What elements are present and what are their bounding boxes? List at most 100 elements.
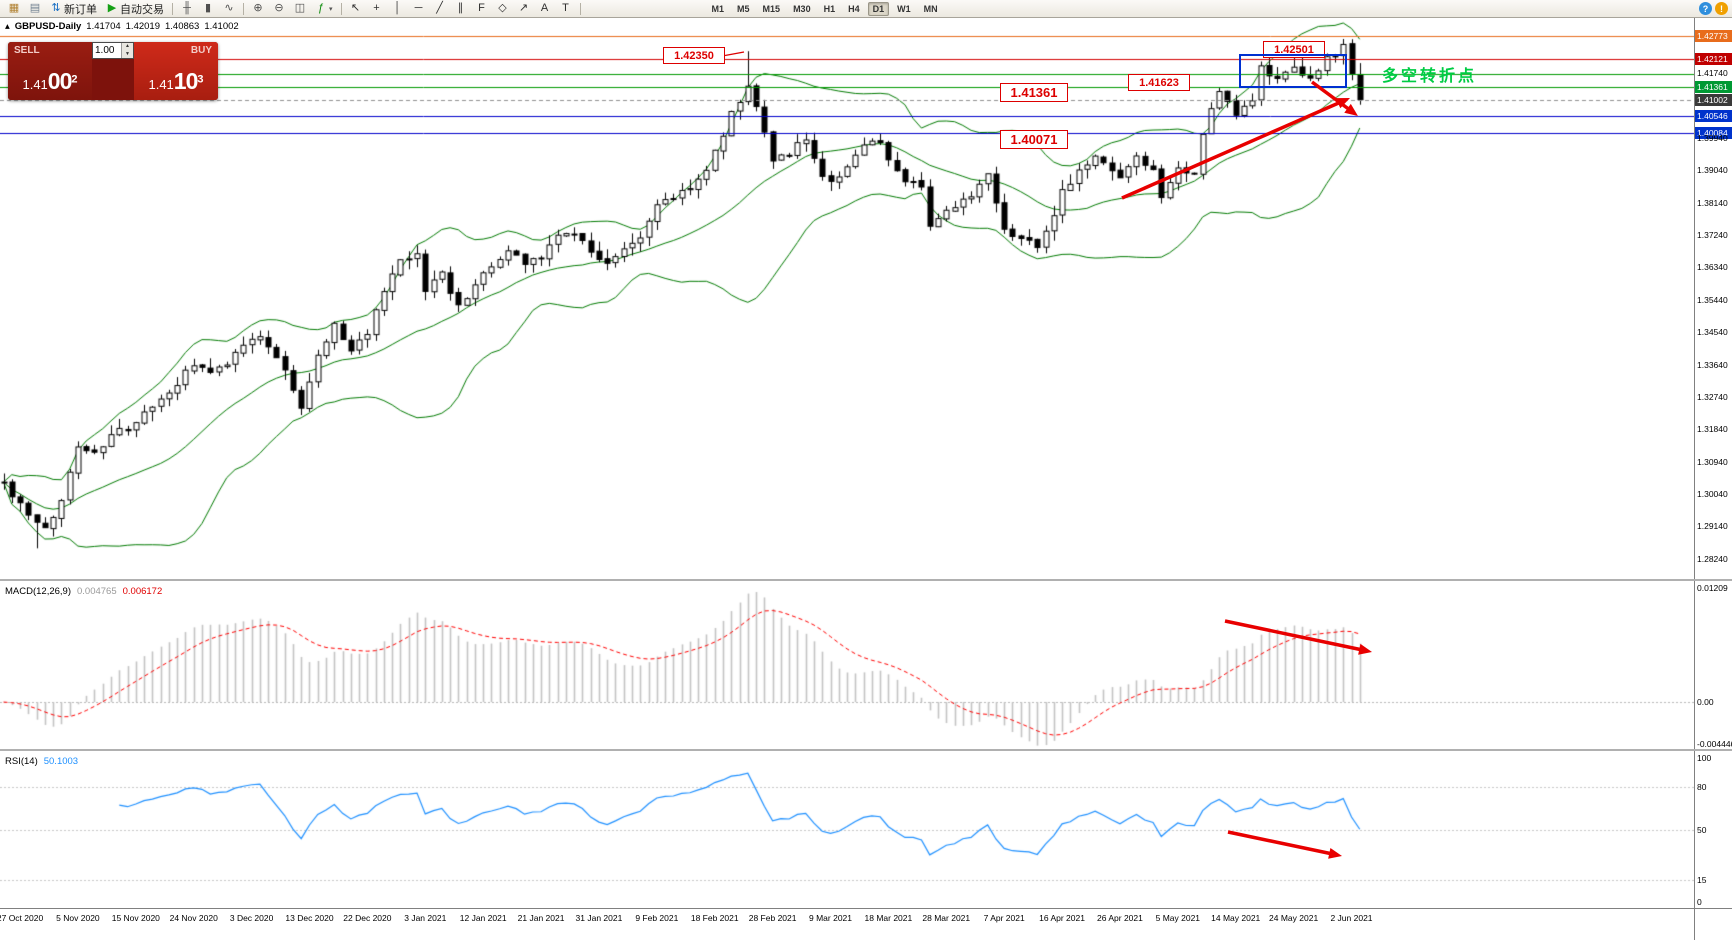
time-axis[interactable]: 27 Oct 2020 5 Nov 2020 15 Nov 2020 24 Nov 2… [0,909,1694,939]
toolbar-vertical-line-tool-button[interactable]: │ [388,0,408,17]
toolbar-tile-windows-button[interactable]: ◫ [290,0,310,17]
trendline-tool-icon: ╱ [436,2,443,14]
rsi-scale-label: 50 [1697,825,1707,835]
toolbar-label-tool-button[interactable]: T [556,0,576,17]
timeframe-m5-button[interactable]: M5 [737,3,750,14]
toolbar-arrows-tool-button[interactable]: ↗ [514,0,534,17]
toolbar-bars-mode-button[interactable]: ╫ [177,0,197,17]
date-label: 5 May 2021 [1155,913,1201,923]
rsi-value: 50.1003 [43,756,79,767]
macd-value-signal: 0.006172 [122,586,163,597]
toolbar-text-tool-button[interactable]: A [535,0,555,17]
toolbar-line-mode-button[interactable]: ∿ [219,0,239,17]
label-tool-icon: T [562,2,569,14]
toolbar-shapes-tool-button[interactable]: ◇ [493,0,513,17]
timeframe-m1-button[interactable]: M1 [711,3,725,14]
autotrading-icon: ▶ [107,2,117,14]
price-tag-1.40546: 1.40546 [1695,110,1732,123]
date-label: 28 Feb 2021 [748,913,797,923]
new-order-label: 新订单 [64,3,97,16]
date-label: 9 Mar 2021 [809,913,852,923]
toolbar-zoom-out-button[interactable]: ⊖ [269,0,289,17]
date-label: 24 Nov 2020 [169,913,218,923]
toolbar-profiles-button[interactable]: ▤ [25,0,45,17]
price-scale-label: 1.36340 [1697,262,1728,273]
price-scale-label: 1.41740 [1697,68,1728,79]
rsi-scale-label: 80 [1697,781,1707,792]
price-scale-label: 1.34540 [1697,327,1728,338]
candles-mode-icon: ▮ [204,2,212,14]
timeframe-mn-button[interactable]: MN [923,3,938,14]
price-scale-label: 1.38140 [1697,197,1728,208]
date-label: 27 Oct 2020 [0,913,44,923]
toolbar-new-order-button[interactable]: ⇅ 新订单 [46,0,101,17]
toolbar-cursor-button[interactable]: ↖ [346,0,366,17]
buy-label: BUY [190,45,212,56]
volume-input[interactable] [93,43,121,58]
toolbar-separator [579,2,581,15]
price-tag-1.41002: 1.41002 [1695,93,1732,106]
toolbar-fibonacci-tool-button[interactable]: F [472,0,492,17]
macd-chart-canvas[interactable] [0,582,1694,750]
price-tag-1.42773: 1.42773 [1695,30,1732,42]
toolbar-zoom-in-button[interactable]: ⊕ [248,0,268,17]
toolbar-new-chart-button[interactable]: ▦ [4,0,24,17]
rsi-chart-canvas[interactable] [0,752,1694,908]
price-scale-label: 1.29140 [1697,521,1728,532]
help-icon[interactable]: ? [1699,2,1712,15]
timeframe-m15-button[interactable]: M15 [762,3,781,14]
macd-scale-label: 0.01209 [1697,583,1728,593]
ohlc-open: 1.41704 [86,21,121,32]
toolbar-crosshair-button[interactable]: + [367,0,387,17]
date-label: 18 Mar 2021 [864,913,913,923]
volume-down-button[interactable]: ▼ [122,50,133,58]
sell-button[interactable]: SELL 1.41002 [8,42,92,100]
timeframe-h4-button[interactable]: H4 [848,3,860,14]
sell-price: 1.41002 [22,68,78,94]
channel-tool-icon: ∥ [457,2,464,14]
price-scale-label: 1.33640 [1697,359,1728,370]
buy-price: 1.41103 [148,68,204,94]
timeframe-h1-button[interactable]: H1 [823,3,836,14]
timeframe-m30-button[interactable]: M30 [793,3,811,14]
buy-button[interactable]: BUY 1.41103 [134,42,218,100]
toolbar-indicators-list-button[interactable]: ƒ ▾ [311,0,337,17]
volume-up-button[interactable]: ▲ [122,43,133,51]
panel-splitter-macd[interactable] [0,579,1732,581]
toolbar-candles-mode-button[interactable]: ▮ [198,0,218,17]
price-label-1-42350: 1.42350 [663,47,725,64]
price-scale[interactable]: 1.42773 1.42121 1.41361 1.41002 1.40546 1.400… [1694,18,1732,940]
macd-scale-label: 0.00 [1697,697,1714,708]
toolbar-horizontal-line-tool-button[interactable]: ─ [409,0,429,17]
notification-icon[interactable]: ! [1715,2,1728,15]
price-scale-label: 1.30040 [1697,489,1728,500]
panel-splitter-rsi[interactable] [0,749,1732,751]
toolbar-channel-tool-button[interactable]: ∥ [451,0,471,17]
rsi-title: RSI(14) [5,756,38,767]
date-label: 9 Feb 2021 [635,913,679,923]
timeframe-w1-button[interactable]: W1 [897,3,911,14]
one-click-trading-panel: SELL 1.41002 ▲ ▼ BUY 1.41103 [8,42,218,100]
main-chart-canvas[interactable] [0,18,1694,580]
price-scale-label: 1.35440 [1697,294,1728,305]
ohlc-close: 1.41002 [204,21,239,32]
date-label: 3 Jan 2021 [404,913,447,923]
toolbar-autotrading-button[interactable]: ▶ 自动交易 [102,0,168,17]
macd-value-main: 0.004765 [77,586,117,597]
collapse-panel-icon[interactable]: ▴ [5,21,10,32]
price-scale-label: 1.37240 [1697,230,1728,241]
price-tag-1.40084: 1.40084 [1695,126,1732,139]
price-label-1-41623: 1.41623 [1128,74,1190,91]
chart-title: ▴ GBPUSD-Daily 1.41704 1.42019 1.40863 1… [5,21,239,32]
date-label: 31 Jan 2021 [575,913,623,923]
volume-box: ▲ ▼ [92,42,134,59]
zoom-in-icon: ⊕ [253,2,263,14]
price-tag-1.41361: 1.41361 [1695,80,1732,93]
macd-indicator-label: MACD(12,26,9) 0.004765 0.006172 [5,586,162,597]
top-toolbar: ▦ ▤ ⇅ 新订单 ▶ 自动交易 ╫ ▮ ∿ ⊕ ⊖ ◫ ƒ ▾ ↖ + │ ─ ╱ ∥ F ◇ ↗ A T M1 M5 M15 M30… [0,0,1732,18]
date-label: 24 May 2021 [1269,913,1319,923]
fibonacci-tool-icon: F [478,2,485,14]
timeframe-d1-button[interactable]: D1 [867,1,890,16]
toolbar-trendline-tool-button[interactable]: ╱ [430,0,450,17]
date-label: 13 Dec 2020 [285,913,334,923]
